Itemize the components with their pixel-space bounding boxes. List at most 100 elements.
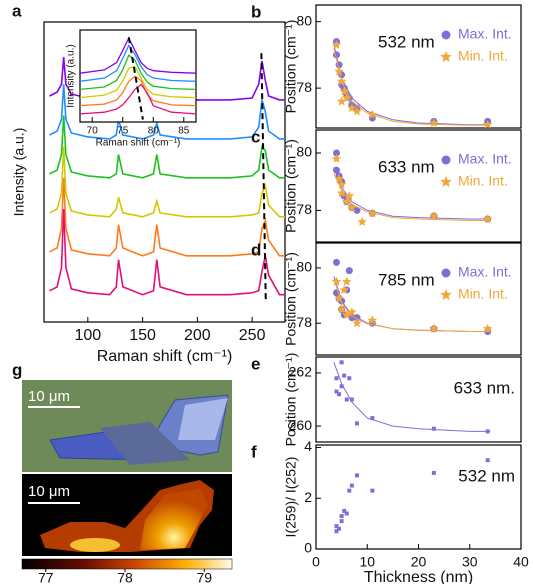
spectrum-line: [80, 54, 196, 91]
point: [344, 397, 349, 402]
y-axis-label: I(259)/ I(252): [283, 457, 299, 538]
point: [431, 470, 436, 475]
raman-map: 10 μm: [21, 474, 233, 570]
annotation: 633 nm.: [454, 378, 515, 397]
scale-bar-label: 10 μm: [28, 388, 70, 405]
point: [482, 323, 493, 333]
point: [342, 309, 352, 319]
annotation: 532 nm: [458, 466, 515, 485]
trend-line: [260, 53, 267, 303]
point: [352, 106, 362, 116]
x-tick-label: 75: [117, 126, 129, 137]
x-tick-label: 20: [411, 554, 427, 570]
spectrum-line: [80, 75, 196, 107]
point: [355, 421, 359, 426]
point: [485, 458, 490, 463]
y-tick-label: 262: [289, 364, 313, 380]
point: [429, 118, 439, 128]
spectrum-line: [80, 44, 196, 82]
point: [342, 93, 352, 103]
x-tick-label: 250: [239, 327, 266, 344]
point: [347, 488, 352, 493]
x-tick-label: 200: [184, 327, 211, 344]
point: [333, 166, 340, 174]
fit-line: [333, 167, 491, 220]
trend-line: [127, 37, 144, 120]
spectrum-line: [80, 83, 196, 115]
point: [347, 376, 352, 381]
map-region: [140, 488, 208, 550]
point: [349, 483, 354, 488]
plot-frame: [315, 4, 522, 129]
y-tick-label: 4: [304, 438, 312, 454]
point: [342, 196, 352, 206]
point: [482, 214, 493, 224]
point: [367, 208, 378, 218]
y-tick-label: 78: [296, 79, 312, 95]
point: [336, 304, 347, 314]
point: [339, 285, 349, 295]
colorbar-tick-label: 77: [38, 570, 54, 584]
point: [333, 149, 340, 157]
y-tick-label: 80: [296, 144, 312, 160]
point: [339, 514, 344, 519]
plot-area: [334, 458, 490, 534]
spectrum-line: [49, 208, 285, 296]
spectrum-line: [80, 36, 196, 74]
panel-label: a: [12, 1, 22, 20]
x-axis-label: Raman shift (cm⁻¹): [97, 348, 233, 365]
legend-marker: [440, 176, 452, 187]
annotation: 633 nm: [378, 157, 435, 176]
point: [334, 376, 339, 381]
x-axis-label: Thickness (nm): [364, 569, 473, 584]
legend-marker: [440, 51, 452, 62]
panel-label: f: [251, 442, 257, 461]
x-tick-label: 70: [87, 126, 99, 137]
x-tick-label: 80: [148, 126, 160, 137]
fit-line: [333, 278, 491, 332]
legend-marker: [440, 289, 452, 300]
point: [337, 526, 342, 531]
legend-label: Max. Int.: [458, 26, 512, 42]
plot-frame: [315, 129, 522, 243]
spectrum-line: [49, 146, 285, 218]
point: [431, 426, 436, 431]
plot-frame: [315, 242, 522, 356]
legend-label: Max. Int.: [458, 264, 512, 280]
point: [336, 96, 347, 106]
point: [336, 179, 347, 189]
legend-label: Min. Int.: [458, 173, 508, 189]
point: [339, 86, 349, 96]
flake: [178, 398, 228, 440]
y-axis-label: Position (cm⁻¹): [283, 353, 299, 447]
point: [482, 119, 493, 128]
x-tick-label: 85: [178, 126, 190, 137]
colorbar: [21, 558, 233, 570]
y-tick-label: 260: [289, 417, 313, 433]
x-tick-label: 150: [129, 327, 156, 344]
point: [342, 276, 352, 286]
x-axis-label: Raman shift (cm⁻¹): [96, 138, 181, 149]
point: [342, 508, 347, 513]
y-tick-label: 80: [296, 259, 312, 275]
point: [347, 307, 357, 317]
panel: 0 10 20 30 40 0 2 4 Thickness (nm) I(259)/ I(252)…: [251, 438, 529, 584]
y-axis-label: Position (cm⁻¹): [283, 139, 299, 233]
panel-label: g: [12, 360, 22, 379]
point: [331, 276, 342, 286]
y-axis-label: Position (cm⁻¹): [283, 20, 299, 114]
point: [367, 315, 378, 325]
legend-marker: [441, 155, 451, 165]
point: [357, 216, 367, 226]
legend-marker: [441, 268, 451, 278]
plot-area: [333, 360, 491, 434]
y-tick-label: 78: [296, 201, 312, 217]
y-axis-label: Intensity (a.u.): [66, 44, 77, 107]
point: [485, 429, 490, 434]
point: [370, 416, 375, 421]
y-tick-label: 80: [296, 12, 312, 28]
plot-area: [331, 149, 493, 226]
